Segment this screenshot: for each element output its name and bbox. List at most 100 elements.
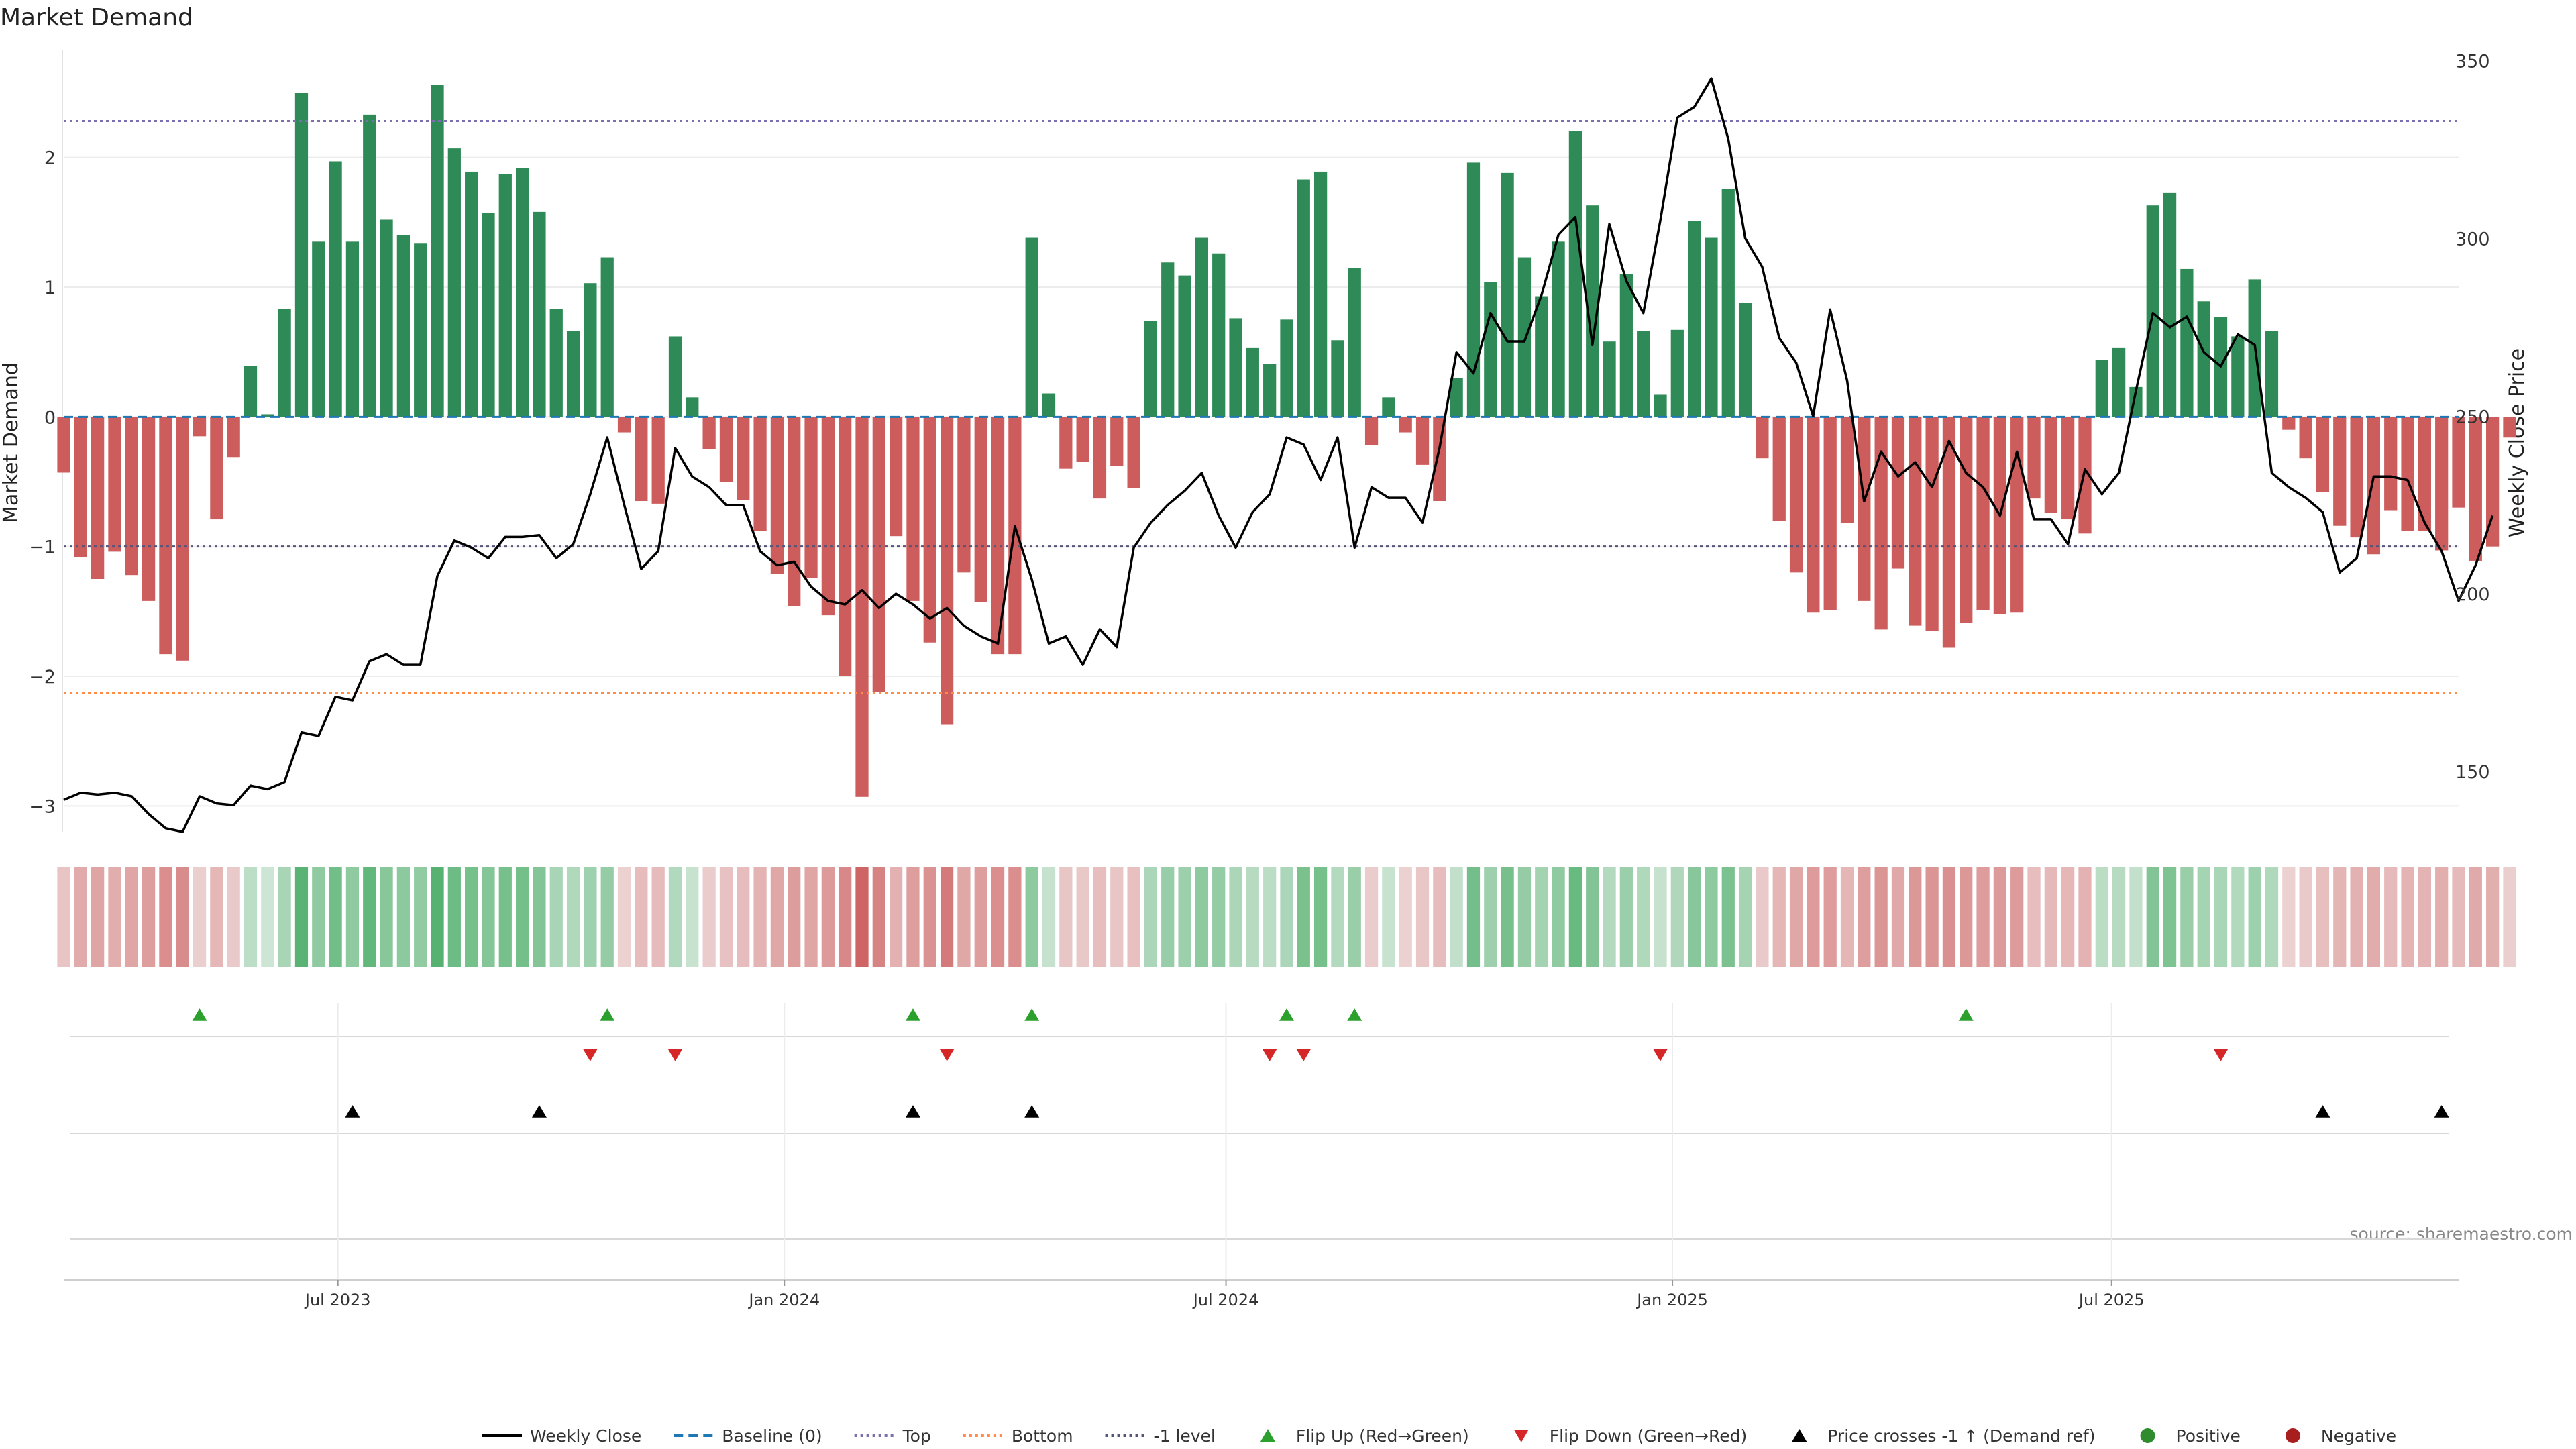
strip-cell	[2282, 867, 2296, 967]
y-right-tick-label: 150	[2455, 762, 2490, 783]
strip-cell	[1450, 867, 1463, 967]
strip-cell	[159, 867, 172, 967]
strip-cell	[515, 867, 529, 967]
demand-bar	[498, 174, 512, 417]
strip-cell	[1348, 867, 1361, 967]
x-tick-label: Jan 2025	[1635, 1291, 1708, 1309]
demand-bar	[1025, 237, 1038, 417]
legend-swatch	[1260, 1429, 1275, 1442]
demand-bar	[686, 397, 699, 417]
demand-bar	[737, 417, 750, 500]
demand-bar	[1858, 417, 1871, 601]
demand-bar	[600, 257, 614, 417]
strip-cell	[1382, 867, 1395, 967]
demand-bar	[821, 417, 835, 616]
flip-down-marker	[939, 1049, 955, 1061]
legend-label: Bottom	[1012, 1426, 1073, 1446]
demand-bar	[1942, 417, 1956, 648]
strip-cell	[1807, 867, 1820, 967]
strip-cell	[872, 867, 885, 967]
strip-cell	[702, 867, 716, 967]
legend-label: Price crosses -1 ↑ (Demand ref)	[1827, 1426, 2095, 1446]
strip-cell	[2095, 867, 2108, 967]
y-right-tick-label: 200	[2455, 584, 2490, 605]
demand-bar	[1399, 417, 1412, 433]
strip-cell	[1688, 867, 1701, 967]
strip-cell	[2401, 867, 2414, 967]
strip-cell	[2248, 867, 2261, 967]
demand-bar	[549, 309, 563, 417]
demand-bar	[635, 417, 648, 501]
strip-cell	[1517, 867, 1532, 967]
strip-cell	[890, 867, 903, 967]
strip-cell	[1705, 867, 1718, 967]
y-left-tick-label: −3	[29, 796, 56, 817]
strip-cell	[176, 867, 189, 967]
demand-bar	[1161, 262, 1175, 417]
strip-cell	[294, 867, 309, 967]
strip-cell	[2010, 867, 2024, 967]
demand-bar	[890, 417, 903, 537]
demand-bar	[142, 417, 156, 601]
flip-up-marker	[1024, 1008, 1040, 1021]
demand-bar	[1178, 275, 1191, 417]
flip-down-marker	[667, 1049, 683, 1061]
demand-bar	[1670, 329, 1684, 417]
strip-cell	[329, 867, 342, 967]
strip-cell	[2350, 867, 2363, 967]
strip-cell	[125, 867, 138, 967]
demand-bar	[1976, 417, 1990, 610]
strip-cell	[1059, 867, 1073, 967]
strip-cell	[2299, 867, 2312, 967]
demand-bar	[193, 417, 207, 437]
strip-cell	[142, 867, 156, 967]
strip-cell	[1263, 867, 1277, 967]
strip-cell	[1364, 867, 1379, 967]
flip-down-marker	[1262, 1049, 1277, 1061]
demand-bar	[872, 417, 885, 692]
strip-cell	[1586, 867, 1599, 967]
demand-bar	[2486, 417, 2500, 547]
strip-cell	[1008, 867, 1022, 967]
demand-bar	[770, 417, 784, 574]
strip-cell	[1637, 867, 1650, 967]
y-axis-left-label: Market Demand	[0, 362, 23, 523]
strip-cell	[2435, 867, 2449, 967]
demand-bar	[804, 417, 818, 578]
strip-cell	[1568, 867, 1582, 967]
demand-bar	[1144, 321, 1158, 417]
demand-bar	[2452, 417, 2465, 508]
legend-swatch	[1513, 1430, 1529, 1442]
demand-bar	[1705, 237, 1718, 417]
demand-bar	[1364, 417, 1379, 445]
demand-bar	[2350, 417, 2363, 538]
demand-bar	[244, 366, 258, 417]
strip-cell	[2418, 867, 2431, 967]
reference-levels	[64, 120, 2459, 694]
strip-cell	[788, 867, 801, 967]
demand-bars	[57, 85, 2516, 797]
demand-bar	[159, 417, 172, 655]
demand-bar	[278, 309, 291, 417]
demand-bar	[2095, 360, 2108, 417]
strip-cell	[719, 867, 733, 967]
demand-bar	[1484, 282, 1497, 417]
strip-cell	[2503, 867, 2516, 967]
price-cross-marker	[2434, 1105, 2449, 1118]
flip-up-marker	[192, 1008, 207, 1021]
grid-layer	[62, 50, 2459, 832]
demand-bar	[515, 168, 529, 417]
legend-swatch	[1792, 1429, 1807, 1442]
strip-cell	[549, 867, 563, 967]
strip-cell	[1415, 867, 1430, 967]
demand-bar	[1823, 417, 1837, 610]
demand-bar	[2044, 417, 2057, 513]
demand-bar	[312, 241, 325, 417]
strip-cell	[855, 867, 869, 967]
demand-bar	[414, 243, 427, 417]
strip-cell	[2163, 867, 2177, 967]
strip-cell	[1909, 867, 1922, 967]
price-cross-marker	[2315, 1105, 2330, 1118]
strip-cell	[1976, 867, 1990, 967]
